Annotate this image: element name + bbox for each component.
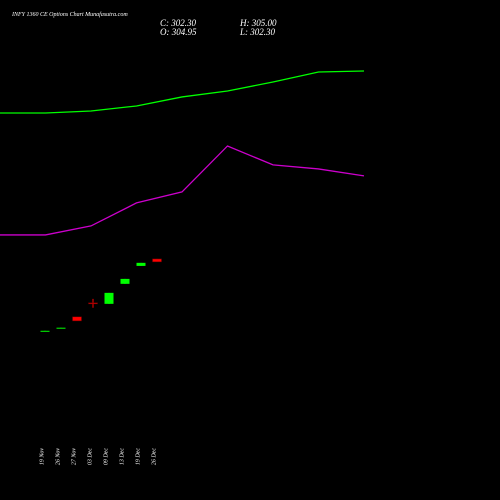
indicator-line (0, 70, 365, 114)
candle-body (136, 262, 146, 266)
chart-title: INFY 1360 CE Options Chart Munafasutra.c… (11, 11, 128, 18)
candle-body (72, 316, 82, 322)
candle-body (40, 330, 50, 332)
candle-body (152, 258, 162, 263)
x-tick-label: 26 Dec (151, 448, 157, 465)
ohlc-value: C: 302.30 (160, 18, 197, 28)
ohlc-number: 302.30 (249, 27, 275, 37)
x-tick-label: 03 Dec (87, 448, 93, 465)
ohlc-number: 302.30 (170, 18, 196, 28)
candle-body (120, 278, 130, 284)
ohlc-value: H: 305.00 (239, 18, 277, 28)
ohlc-key: C: (160, 18, 169, 28)
x-tick-label: 26 Nov (55, 448, 61, 466)
ohlc-number: 304.95 (171, 27, 197, 37)
candle-body (56, 327, 66, 329)
ohlc-key: H: (239, 18, 250, 28)
candle-body (104, 292, 114, 304)
ohlc-value: L: 302.30 (239, 27, 276, 37)
x-tick-label: 27 Nov (71, 448, 77, 466)
x-tick-label: 09 Dec (103, 448, 109, 465)
indicator-line (0, 145, 365, 236)
ohlc-key: O: (160, 27, 170, 37)
x-tick-label: 19 Dec (135, 448, 141, 465)
ohlc-value: O: 304.95 (160, 27, 197, 37)
x-tick-label: 13 Dec (119, 448, 125, 465)
candle-body (88, 302, 98, 305)
ohlc-number: 305.00 (251, 18, 277, 28)
ohlc-key: L: (239, 27, 248, 37)
x-tick-label: 19 Nov (39, 448, 45, 466)
